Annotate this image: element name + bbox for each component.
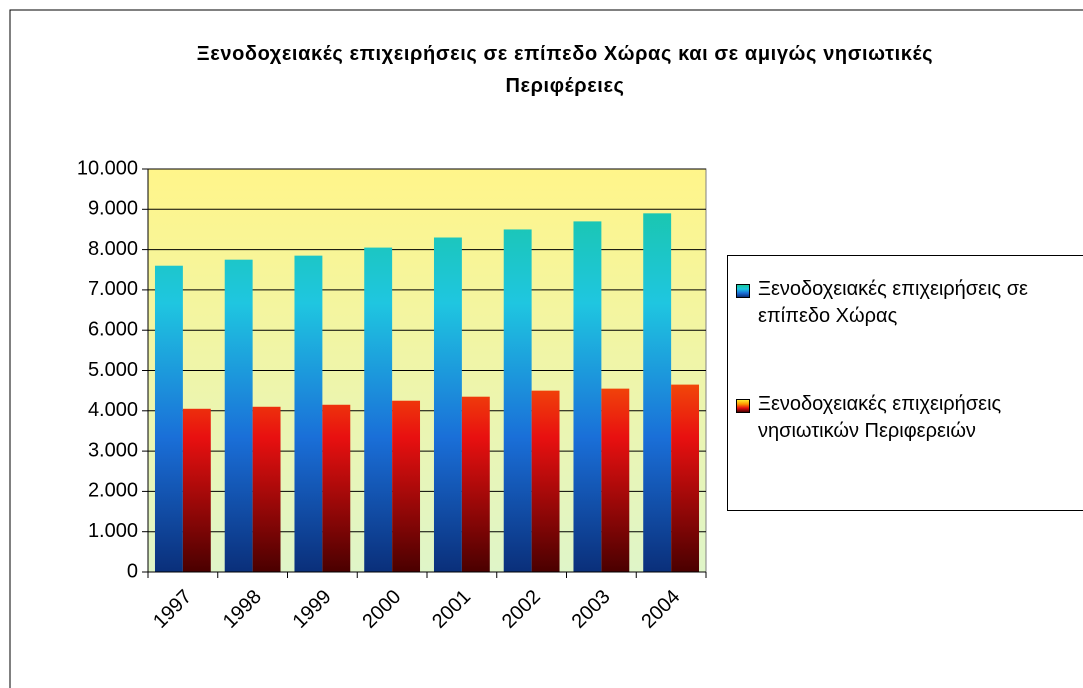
bar [364, 247, 393, 572]
bar [322, 404, 351, 572]
y-tick-label: 0 [127, 560, 138, 582]
y-tick-label: 2.000 [88, 480, 138, 502]
y-tick-label: 7.000 [88, 278, 138, 300]
y-tick-label: 3.000 [88, 439, 138, 461]
bar [461, 396, 490, 572]
y-tick-label: 4.000 [88, 399, 138, 421]
bar [433, 237, 462, 572]
x-tick-label: 1997 [149, 586, 196, 633]
bar [392, 400, 421, 572]
bar [182, 408, 211, 572]
x-tick-label: 2000 [358, 586, 405, 633]
y-tick-label: 9.000 [88, 198, 138, 220]
bar [643, 213, 672, 572]
bar [671, 384, 700, 572]
y-tick-label: 1.000 [88, 520, 138, 542]
chart-title: Ξενοδοχειακές επιχειρήσεις σε επίπεδο Χώ… [196, 43, 934, 97]
y-tick-label: 6.000 [88, 318, 138, 340]
bar [573, 221, 602, 572]
chart-border [9, 9, 1083, 688]
x-tick-label: 2002 [498, 586, 545, 633]
legend-item: Ξενοδοχειακές επιχειρήσεις σε επίπεδο Χώ… [736, 276, 1076, 330]
bar [294, 255, 323, 572]
x-tick-label: 2004 [637, 586, 684, 633]
x-tick-label: 2003 [568, 586, 615, 633]
x-tick-label: 1999 [289, 586, 336, 633]
bar [154, 265, 183, 572]
bar [531, 390, 560, 572]
y-tick-label: 8.000 [88, 238, 138, 260]
x-tick-label: 1998 [219, 586, 266, 633]
legend-label: Ξενοδοχειακές επιχειρήσεις νησιωτικών Πε… [758, 393, 1002, 442]
legend-label: Ξενοδοχειακές επιχειρήσεις σε επίπεδο Χώ… [758, 278, 1028, 327]
legend-swatch [736, 284, 750, 298]
y-tick-label: 10.000 [77, 157, 138, 179]
bar [252, 406, 281, 572]
x-tick-label: 2001 [428, 586, 475, 633]
legend-swatch [736, 399, 750, 413]
bar [224, 259, 253, 572]
legend: Ξενοδοχειακές επιχειρήσεις σε επίπεδο Χώ… [727, 255, 1083, 511]
bar [601, 388, 630, 572]
y-tick-label: 5.000 [88, 359, 138, 381]
bar [503, 229, 532, 572]
legend-item: Ξενοδοχειακές επιχειρήσεις νησιωτικών Πε… [736, 391, 1076, 445]
